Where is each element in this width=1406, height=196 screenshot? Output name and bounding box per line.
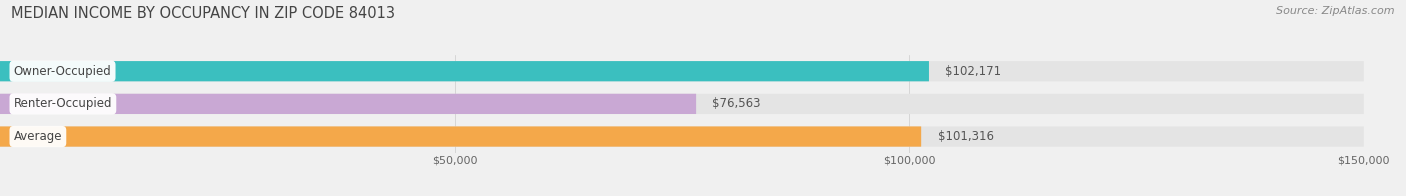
Text: Owner-Occupied: Owner-Occupied (14, 65, 111, 78)
Text: $76,563: $76,563 (713, 97, 761, 110)
FancyBboxPatch shape (0, 94, 1364, 114)
FancyBboxPatch shape (0, 94, 696, 114)
FancyBboxPatch shape (0, 126, 1364, 147)
Text: Renter-Occupied: Renter-Occupied (14, 97, 112, 110)
Text: Average: Average (14, 130, 62, 143)
Text: MEDIAN INCOME BY OCCUPANCY IN ZIP CODE 84013: MEDIAN INCOME BY OCCUPANCY IN ZIP CODE 8… (11, 6, 395, 21)
Text: $101,316: $101,316 (938, 130, 994, 143)
FancyBboxPatch shape (0, 126, 921, 147)
FancyBboxPatch shape (0, 61, 929, 81)
FancyBboxPatch shape (0, 61, 1364, 81)
Text: Source: ZipAtlas.com: Source: ZipAtlas.com (1277, 6, 1395, 16)
Text: $102,171: $102,171 (945, 65, 1001, 78)
